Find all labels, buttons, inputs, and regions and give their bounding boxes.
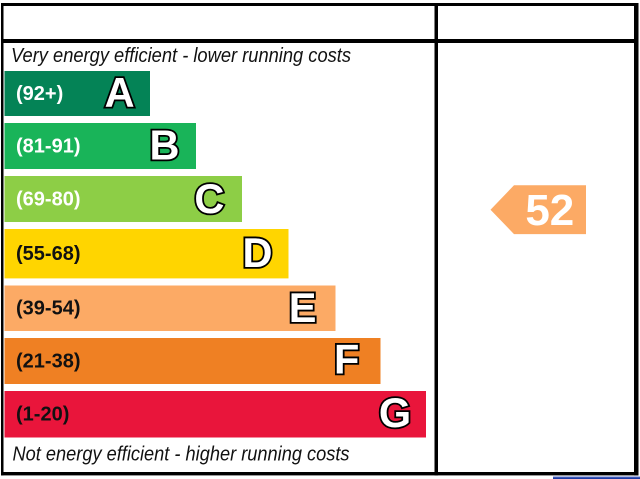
svg-text:B: B (150, 121, 180, 168)
svg-text:Very energy efficient - lower: Very energy efficient - lower running co… (11, 45, 351, 67)
svg-text:C: C (194, 175, 224, 222)
svg-text:52: 52 (525, 186, 574, 235)
svg-text:(1-20): (1-20) (16, 404, 69, 426)
svg-text:(81-91): (81-91) (16, 136, 80, 158)
svg-text:E: E (289, 284, 317, 331)
svg-text:A: A (105, 69, 135, 116)
svg-text:(69-80): (69-80) (16, 189, 80, 211)
svg-text:D: D (243, 229, 273, 276)
svg-text:(21-38): (21-38) (16, 351, 80, 373)
svg-text:(92+): (92+) (16, 83, 63, 105)
svg-text:(39-54): (39-54) (16, 298, 80, 320)
svg-text:Not energy efficient - higher: Not energy efficient - higher running co… (13, 444, 350, 466)
svg-text:F: F (334, 335, 359, 382)
svg-text:G: G (379, 389, 411, 436)
svg-text:(55-68): (55-68) (16, 243, 80, 265)
